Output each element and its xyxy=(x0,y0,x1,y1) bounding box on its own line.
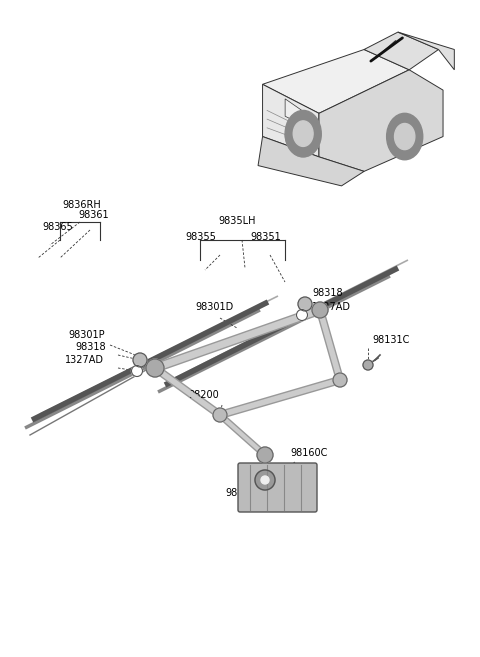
Text: 98131C: 98131C xyxy=(372,335,409,345)
Circle shape xyxy=(395,124,415,150)
Circle shape xyxy=(298,297,312,311)
Text: 98301P: 98301P xyxy=(68,330,105,340)
Polygon shape xyxy=(319,70,443,171)
Text: 98365: 98365 xyxy=(42,222,73,232)
Polygon shape xyxy=(364,32,439,70)
Polygon shape xyxy=(285,133,321,157)
Circle shape xyxy=(133,353,147,367)
Text: 98318: 98318 xyxy=(75,342,106,352)
Text: 98160C: 98160C xyxy=(290,448,327,458)
Circle shape xyxy=(297,309,308,321)
Polygon shape xyxy=(258,137,364,186)
Circle shape xyxy=(363,360,373,370)
Polygon shape xyxy=(263,84,319,157)
Text: 98318: 98318 xyxy=(312,288,343,298)
Text: 98301D: 98301D xyxy=(195,302,233,312)
Text: 9835LH: 9835LH xyxy=(218,216,255,226)
Text: 1327AD: 1327AD xyxy=(65,355,104,365)
Circle shape xyxy=(285,110,321,157)
Circle shape xyxy=(312,302,328,318)
Polygon shape xyxy=(398,32,454,70)
Text: 1327AD: 1327AD xyxy=(312,302,351,312)
Circle shape xyxy=(386,113,423,160)
Text: 9836RH: 9836RH xyxy=(62,200,101,210)
Circle shape xyxy=(261,476,269,484)
Circle shape xyxy=(255,470,275,490)
Circle shape xyxy=(213,408,227,422)
Text: 98355: 98355 xyxy=(185,232,216,242)
Polygon shape xyxy=(285,99,314,131)
Circle shape xyxy=(333,373,347,387)
Text: 98361: 98361 xyxy=(78,210,108,220)
Text: 98100: 98100 xyxy=(225,488,256,498)
Circle shape xyxy=(257,447,273,463)
Circle shape xyxy=(146,359,164,377)
FancyBboxPatch shape xyxy=(238,463,317,512)
Text: 98351: 98351 xyxy=(250,232,281,242)
Polygon shape xyxy=(263,49,409,113)
Circle shape xyxy=(132,365,143,376)
Circle shape xyxy=(293,121,313,147)
Text: 98200: 98200 xyxy=(188,390,219,400)
